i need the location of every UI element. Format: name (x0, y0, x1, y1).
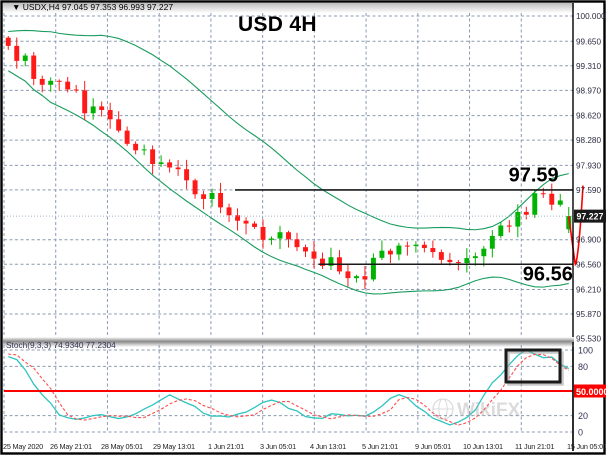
svg-text:96.560: 96.560 (576, 260, 601, 269)
svg-text:96.56: 96.56 (523, 264, 573, 286)
svg-text:80: 80 (578, 362, 588, 372)
svg-text:96.900: 96.900 (576, 236, 601, 245)
svg-text:98.970: 98.970 (576, 86, 601, 95)
svg-text:100: 100 (578, 346, 593, 356)
svg-text:96.210: 96.210 (576, 286, 601, 295)
svg-text:97.59: 97.59 (509, 164, 559, 186)
svg-text:99.650: 99.650 (576, 37, 601, 46)
svg-text:100.000: 100.000 (576, 12, 606, 21)
svg-text:Stoch(9,3,3) 74.9340 77.2304: Stoch(9,3,3) 74.9340 77.2304 (6, 340, 116, 350)
svg-text:WikiFX: WikiFX (457, 400, 520, 421)
svg-text:95.530: 95.530 (576, 335, 601, 344)
svg-text:0: 0 (578, 428, 583, 438)
svg-text:97.930: 97.930 (576, 161, 601, 170)
svg-text:97.227: 97.227 (577, 212, 604, 222)
svg-text:98.280: 98.280 (576, 136, 601, 145)
svg-text:95.870: 95.870 (576, 310, 601, 319)
svg-text:98.620: 98.620 (576, 112, 601, 121)
svg-text:50.0000: 50.0000 (576, 387, 606, 397)
svg-text:97.590: 97.590 (576, 186, 601, 195)
svg-text:99.310: 99.310 (576, 62, 601, 71)
